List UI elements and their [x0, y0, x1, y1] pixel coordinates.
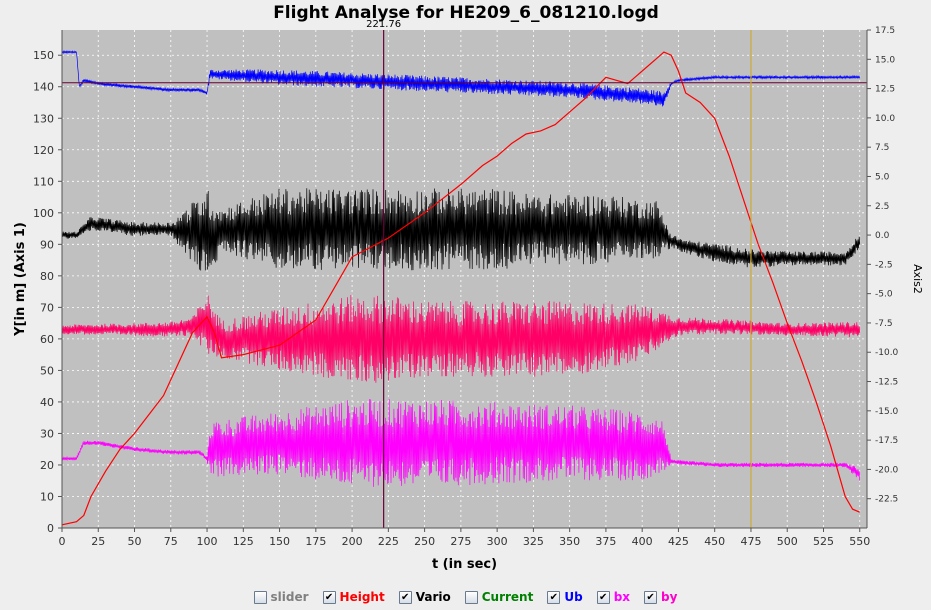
legend-item-bx[interactable]: ✔ bx [596, 590, 631, 604]
x-tick-label: 350 [559, 535, 580, 548]
y2-tick-label: 12.5 [875, 85, 895, 95]
series-ub-line [61, 50, 861, 107]
legend-item-by[interactable]: ✔ by [644, 590, 677, 604]
y2-tick-label: -20.0 [875, 465, 899, 475]
legend-item-current[interactable]: Current [464, 590, 534, 604]
x-tick-label: 450 [704, 535, 725, 548]
x-tick-label: 500 [777, 535, 798, 548]
y-tick-label: 100 [33, 207, 54, 220]
x-tick-label: 175 [305, 535, 326, 548]
x-tick-label: 200 [342, 535, 363, 548]
y-tick-label: 110 [33, 175, 54, 188]
legend-checkbox-slider[interactable] [253, 590, 267, 604]
x-tick-label: 150 [269, 535, 290, 548]
x-tick-label: 125 [233, 535, 254, 548]
y2-tick-label: -12.5 [875, 378, 898, 388]
y-tick-label: 50 [40, 364, 54, 377]
legend-label-by: by [661, 590, 678, 604]
x-tick-label: 400 [632, 535, 653, 548]
x-tick-label: 475 [740, 535, 761, 548]
y-tick-label: 150 [33, 49, 54, 62]
axes: 0 25 50 75 100 125 150 175 200 225 250 275 300 325 350… [33, 26, 899, 548]
legend-label-ub: Ub [564, 590, 583, 604]
legend-checkbox-ub[interactable]: ✔ [547, 590, 561, 604]
y-tick-label: 20 [40, 459, 54, 472]
y-tick-label: 140 [33, 81, 54, 94]
y-tick-label: 70 [40, 301, 54, 314]
legend-item-ub[interactable]: ✔ Ub [547, 590, 583, 604]
y-tick-label: 120 [33, 144, 54, 157]
y-tick-label: 60 [40, 333, 54, 346]
y2-axis-label: Axis2 [911, 264, 924, 294]
legend-label-current: Current [481, 590, 534, 604]
x-tick-label: 550 [849, 535, 870, 548]
x-tick-label: 275 [450, 535, 471, 548]
legend-label-slider: slider [270, 590, 309, 604]
x-tick-label: 325 [523, 535, 544, 548]
y2-tick-label: -15.0 [875, 407, 899, 417]
y2-tick-label: 2.5 [875, 202, 889, 212]
y-tick-label: 10 [40, 490, 54, 503]
y2-tick-label: 7.5 [875, 143, 889, 153]
series-bx-line [61, 399, 861, 487]
legend-checkbox-vario[interactable]: ✔ [398, 590, 412, 604]
series-height-line [61, 51, 860, 526]
y-tick-label: 30 [40, 427, 54, 440]
y2-tick-label: -10.0 [875, 348, 899, 358]
legend-label-height: Height [339, 590, 385, 604]
legend-item-slider[interactable]: slider [253, 590, 309, 604]
x-tick-label: 0 [59, 535, 66, 548]
legend-checkbox-current[interactable] [464, 590, 478, 604]
legend-label-vario: Vario [415, 590, 451, 604]
x-tick-label: 25 [91, 535, 105, 548]
y-tick-label: 0 [47, 522, 54, 535]
legend-checkbox-bx[interactable]: ✔ [596, 590, 610, 604]
chart: Flight Analyse for HE209_6_081210.logd 2… [13, 3, 924, 572]
y2-tick-label: -22.5 [875, 495, 898, 505]
series-by-line [61, 294, 861, 383]
cursor-label: 221.76 [366, 19, 401, 30]
y2-tick-label: 10.0 [875, 114, 895, 124]
y-tick-label: 130 [33, 112, 54, 125]
x-tick-label: 75 [164, 535, 178, 548]
legend-item-vario[interactable]: ✔ Vario [398, 590, 451, 604]
x-tick-label: 425 [668, 535, 689, 548]
legend-checkbox-height[interactable]: ✔ [322, 590, 336, 604]
legend-item-height[interactable]: ✔ Height [322, 590, 385, 604]
y-tick-label: 40 [40, 396, 54, 409]
x-tick-label: 100 [197, 535, 218, 548]
y2-tick-label: 15.0 [875, 55, 895, 65]
x-axis-label: t (in sec) [432, 557, 497, 572]
legend: slider ✔ Height ✔ Vario Current ✔ Ub ✔ bx ✔ by [0, 587, 931, 607]
x-tick-label: 250 [414, 535, 435, 548]
x-tick-label: 50 [128, 535, 142, 548]
y2-tick-label: -5.0 [875, 290, 893, 300]
y2-tick-label: -17.5 [875, 436, 898, 446]
y-tick-label: 90 [40, 238, 54, 251]
y-axis-label: Y[in m] (Axis 1) [13, 222, 28, 337]
legend-label-bx: bx [613, 590, 631, 604]
series-vario-line [61, 188, 861, 271]
x-tick-label: 525 [813, 535, 834, 548]
x-tick-label: 225 [378, 535, 399, 548]
y-tick-label: 80 [40, 270, 54, 283]
y2-tick-label: 5.0 [875, 172, 890, 182]
y2-tick-label: -7.5 [875, 319, 893, 329]
x-tick-label: 300 [487, 535, 508, 548]
chart-title: Flight Analyse for HE209_6_081210.logd [273, 3, 659, 23]
y2-tick-label: -2.5 [875, 260, 893, 270]
series-layer [61, 50, 861, 526]
markers: 221.76 [62, 19, 867, 528]
x-tick-label: 375 [595, 535, 616, 548]
y2-tick-label: 0.0 [875, 231, 890, 241]
legend-checkbox-by[interactable]: ✔ [644, 590, 658, 604]
y2-tick-label: 17.5 [875, 26, 895, 36]
